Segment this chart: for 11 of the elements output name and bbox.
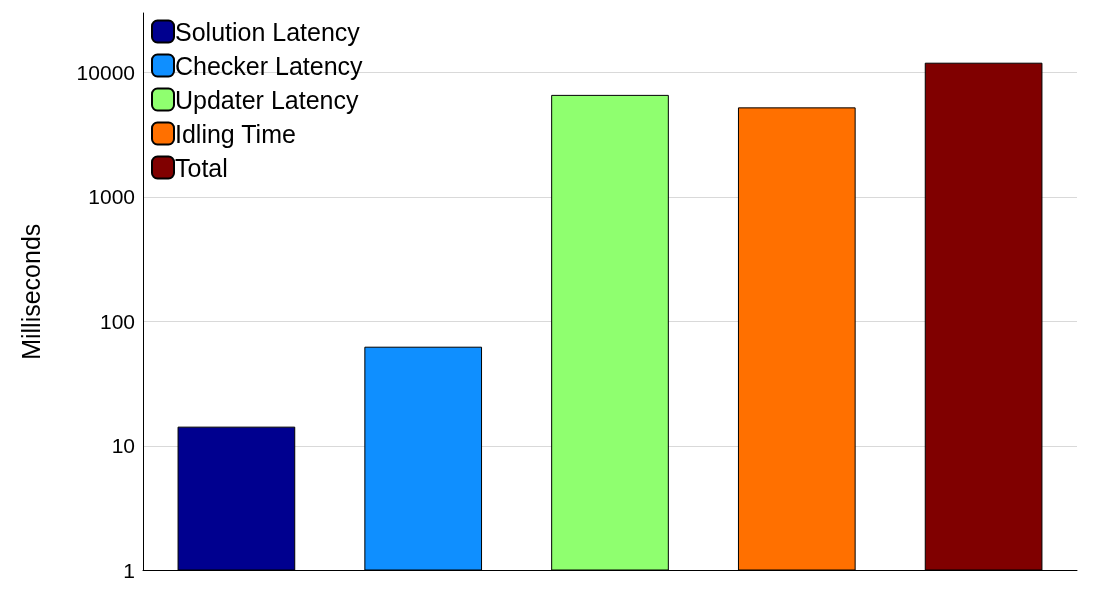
y-axis-title: Milliseconds bbox=[16, 223, 45, 360]
y-tick-label: 1 bbox=[123, 559, 135, 582]
y-tick-label: 10000 bbox=[76, 60, 135, 84]
y-tick-label: 1000 bbox=[88, 185, 135, 209]
legend-label: Solution Latency bbox=[175, 17, 361, 46]
y-tick-label: 100 bbox=[99, 309, 135, 333]
legend-label: Idling Time bbox=[175, 119, 296, 148]
legend-label: Total bbox=[175, 153, 228, 182]
legend-label: Checker Latency bbox=[175, 51, 364, 80]
legend-label: Updater Latency bbox=[175, 85, 359, 114]
y-tick-label: 10 bbox=[111, 434, 135, 458]
